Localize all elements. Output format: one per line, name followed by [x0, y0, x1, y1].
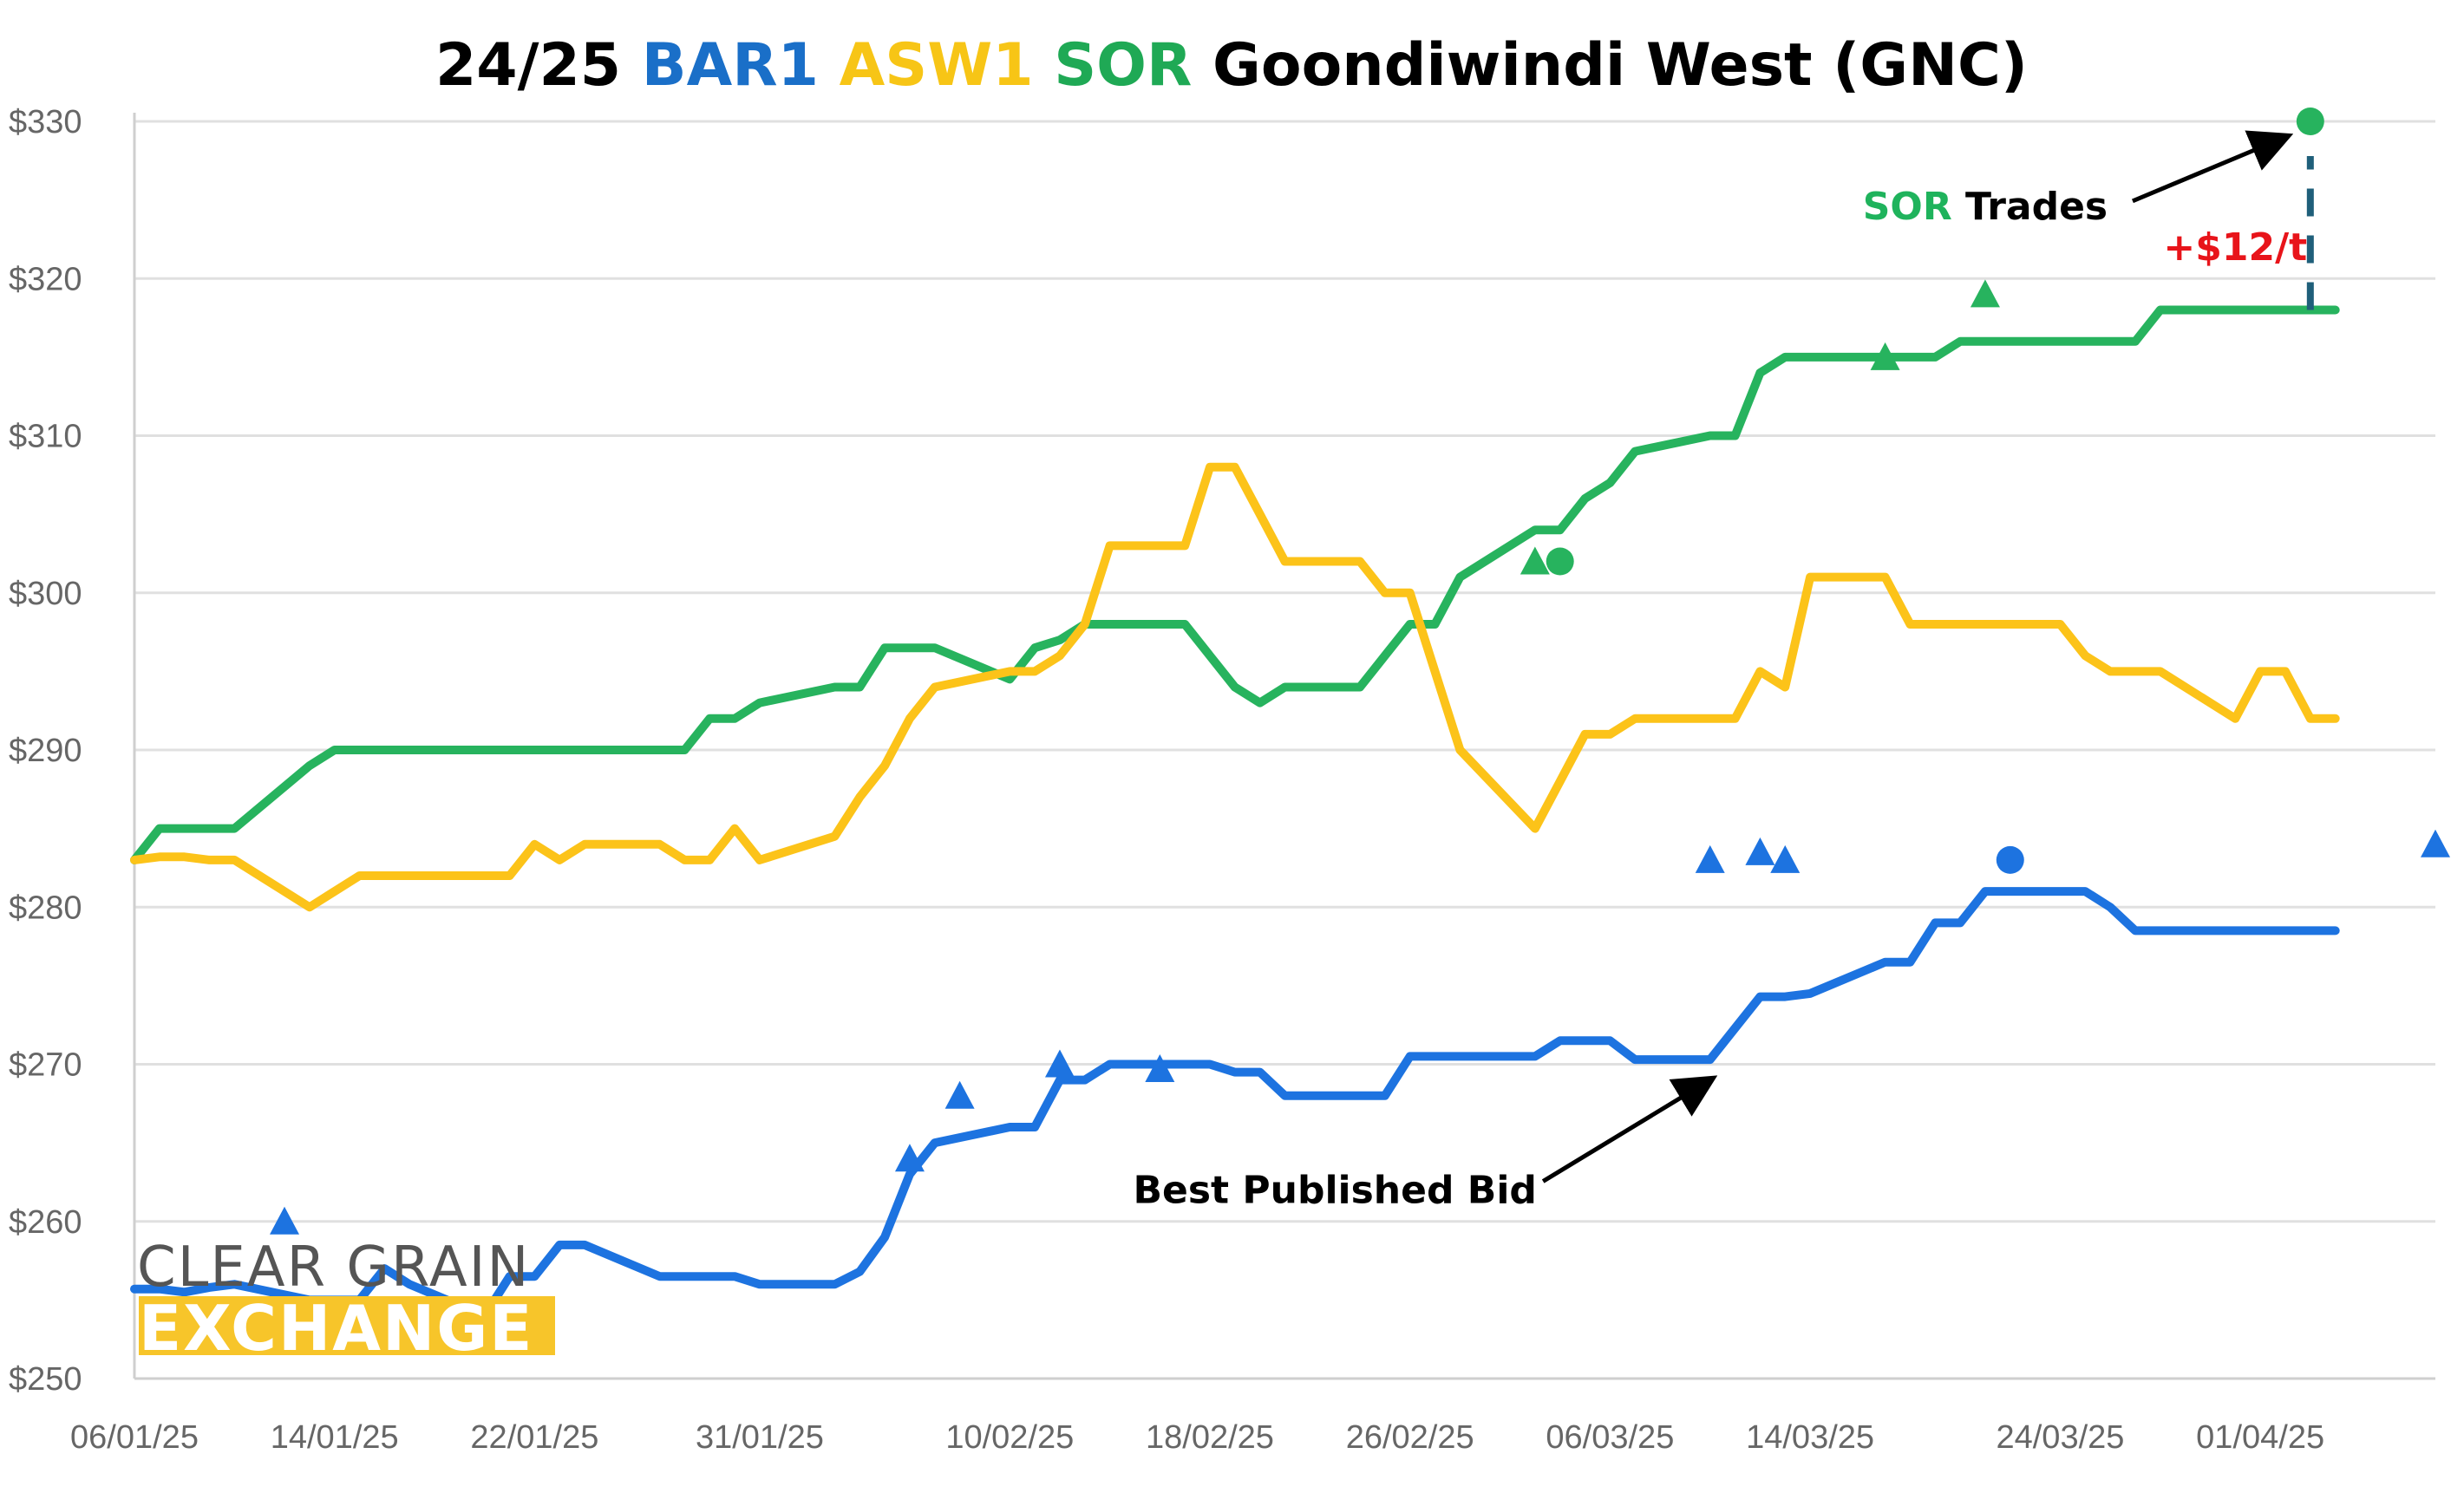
x-tick-label: 22/01/25: [470, 1419, 598, 1456]
trade-marker-triangle: [944, 1080, 975, 1109]
x-tick-label: 14/03/25: [1746, 1419, 1874, 1456]
axes: [133, 113, 2435, 1380]
logo-line-2: EXCHANGE: [139, 1292, 534, 1365]
annotation-label: Best Published Bid: [1133, 1169, 1536, 1213]
trade-marker-circle: [2296, 108, 2324, 135]
series-line-bar1: [130, 887, 2340, 1320]
trade-marker-triangle: [1520, 546, 1550, 575]
x-tick-label: 18/02/25: [1146, 1419, 1274, 1456]
y-tick-label: $250: [9, 1361, 82, 1398]
y-axis-tick-labels: $250 $260 $270 $280 $290 $300 $310 $320 $330: [9, 104, 82, 1398]
x-tick-label: 10/02/25: [945, 1419, 1074, 1456]
annotations: SOR Trades +$12/t Best Published Bid: [1133, 130, 2307, 1213]
trade-marker-triangle: [1870, 342, 1900, 370]
trade-marker-triangle: [2421, 829, 2450, 857]
chart-title-part: SOR: [1054, 31, 1192, 100]
annotation-text-part: SOR: [1863, 185, 1952, 229]
annotation-text-part: Trades: [1952, 185, 2108, 229]
x-tick-label: 31/01/25: [696, 1419, 824, 1456]
x-tick-label: 06/03/25: [1546, 1419, 1674, 1456]
y-tick-label: $300: [9, 576, 82, 612]
annotation-text-part: Best Published Bid: [1133, 1169, 1536, 1213]
annotation-text-part: +$12/t: [2163, 225, 2307, 270]
trade-markers: [270, 108, 2450, 1235]
chart-title-part: 24/25: [435, 31, 642, 100]
y-tick-label: $310: [9, 419, 82, 455]
annotation-label: +$12/t: [2163, 225, 2307, 270]
trade-marker-circle: [1546, 547, 1574, 576]
x-tick-label: 24/03/25: [1996, 1419, 2124, 1456]
y-tick-label: $260: [9, 1204, 82, 1241]
trade-marker-circle: [1996, 845, 2024, 874]
y-tick-label: $320: [9, 261, 82, 297]
x-tick-label: 01/04/25: [2196, 1419, 2324, 1456]
trade-marker-triangle: [894, 1144, 925, 1172]
chart-title-part: Goondiwindi West (GNC): [1192, 31, 2028, 100]
trade-marker-triangle: [1044, 1049, 1075, 1078]
trade-marker-triangle: [1745, 837, 1775, 865]
x-tick-label: 06/01/25: [70, 1419, 199, 1456]
chart-title: 24/25 BAR1 ASW1 SOR Goondiwindi West (GN…: [435, 31, 2028, 100]
trade-marker-triangle: [1145, 1053, 1175, 1082]
chart-title-part: BAR1: [642, 31, 819, 100]
annotation-arrow: [2131, 130, 2294, 204]
y-tick-label: $290: [9, 733, 82, 769]
x-axis-tick-labels: 06/01/25 14/01/25 22/01/25 31/01/25 10/02/25…: [70, 1419, 2324, 1456]
logo-line-1: CLEAR GRAIN: [137, 1235, 530, 1300]
trade-marker-triangle: [270, 1206, 300, 1235]
annotation-arrow: [1541, 1075, 1718, 1183]
annotation-label: SOR Trades: [1863, 185, 2108, 229]
chart-title-part: ASW1: [840, 31, 1034, 100]
y-tick-label: $280: [9, 890, 82, 926]
x-tick-label: 14/01/25: [271, 1419, 399, 1456]
chart-title-part: [819, 31, 840, 100]
series-line-asw1: [130, 462, 2340, 912]
chart-title-part: [1034, 31, 1055, 100]
trade-marker-triangle: [1770, 844, 1801, 873]
series-lines: [130, 156, 2340, 1320]
x-tick-label: 26/02/25: [1346, 1419, 1474, 1456]
y-tick-label: $330: [9, 104, 82, 140]
trade-marker-triangle: [1695, 844, 1725, 873]
y-tick-label: $270: [9, 1047, 82, 1084]
series-line-sor: [130, 305, 2340, 864]
trade-marker-triangle: [1970, 279, 2000, 308]
logo-band: [139, 1296, 555, 1355]
